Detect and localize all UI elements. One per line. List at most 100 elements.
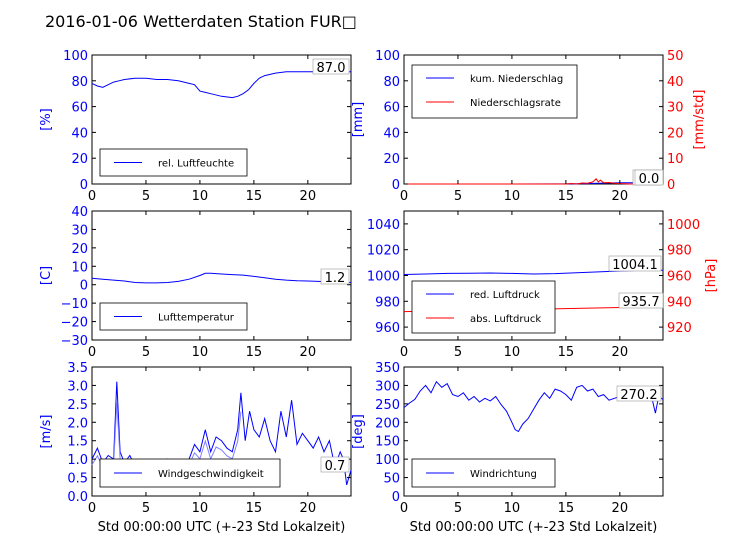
legend: Windgeschwindigkeit bbox=[99, 458, 281, 488]
y-axis-label-right: [hPa] bbox=[704, 259, 719, 293]
y-tick-label-right: 30 bbox=[667, 101, 684, 116]
y-tick-label: 960 bbox=[375, 321, 400, 336]
y-tick-label: 0 bbox=[80, 178, 88, 193]
x-tick-label: 15 bbox=[558, 189, 575, 204]
y-tick-label: 250 bbox=[375, 398, 400, 413]
x-tick-label: 10 bbox=[504, 345, 521, 360]
legend-entry: Lufttemperatur bbox=[158, 313, 235, 324]
y-tick-label: 3.0 bbox=[67, 379, 88, 394]
y-tick-label: 0 bbox=[80, 279, 88, 294]
y-tick-label: 3.5 bbox=[67, 361, 88, 376]
panel-pressure: 0 5 10 15 20 960 980 1000 1020 1040 920 940 960 980 10… bbox=[367, 210, 719, 360]
x-tick-label: 15 bbox=[246, 189, 263, 204]
x-tick-label: 10 bbox=[504, 189, 521, 204]
y-tick-label: 1040 bbox=[367, 218, 400, 233]
x-tick-label: 0 bbox=[88, 345, 96, 360]
annotation-box bbox=[320, 268, 350, 285]
y-axis-label-right: [mm/std] bbox=[692, 90, 707, 150]
panel-winddirection: 0 5 10 15 20050100150200250300350[deg]Windri… bbox=[351, 361, 664, 535]
x-tick-label: 20 bbox=[612, 501, 629, 516]
y-tick-label: 150 bbox=[375, 435, 400, 450]
annotation-value: 0.7 bbox=[325, 459, 346, 474]
y-tick-label: 40 bbox=[383, 126, 400, 141]
annotation-box bbox=[618, 292, 664, 309]
x-tick-label: 20 bbox=[300, 189, 317, 204]
series-line-1 bbox=[91, 381, 352, 486]
annotation-right: 935.7 bbox=[618, 292, 664, 310]
y-tick-label: 980 bbox=[375, 295, 400, 310]
x-tick-label: 15 bbox=[246, 345, 263, 360]
annotation-box bbox=[312, 58, 350, 75]
series-line-1 bbox=[403, 380, 664, 433]
annotation-box bbox=[634, 169, 664, 186]
panel-temperature: 0 5 10 15 20 −30 −20 −10 0 10 20 30 40 [C] Lufttempera… bbox=[39, 205, 352, 360]
y-tick-label: 2.5 bbox=[67, 398, 88, 413]
y-tick-label: 1.0 bbox=[67, 453, 88, 468]
annotation-box bbox=[320, 456, 350, 473]
legend: red. Luftdruck abs. Luftdruck bbox=[411, 280, 556, 334]
x-tick-label: 5 bbox=[142, 345, 150, 360]
x-tick-label: 10 bbox=[504, 501, 521, 516]
y-tick-label: 20 bbox=[71, 242, 88, 257]
y-tick-label: 0.0 bbox=[67, 490, 88, 505]
panel-humidity: 0 5 10 15 20 0 20 40 60 80 100 [%] rel. Luftfeuchte 8… bbox=[39, 49, 352, 204]
legend: kum. Niederschlag Niederschlagsrate bbox=[411, 64, 578, 119]
y-axis-label: [%] bbox=[39, 108, 54, 131]
annotation: 1.2 bbox=[320, 268, 350, 286]
y-tick-label: 350 bbox=[375, 361, 400, 376]
x-tick-label: 5 bbox=[142, 501, 150, 516]
y-tick-label: 60 bbox=[71, 101, 88, 116]
panel-precipitation: 0 5 10 15 20 0 20 40 60 80 100 0 10 20 30 40 50 [mm] [mm/s… bbox=[351, 49, 707, 204]
x-tick-label: 20 bbox=[612, 189, 629, 204]
x-axis-label: Std 00:00:00 UTC (+-23 Std Lokalzeit) bbox=[98, 520, 346, 535]
y-tick-label: 40 bbox=[71, 126, 88, 141]
series-line-1 bbox=[91, 272, 352, 284]
annotation: 87.0 bbox=[312, 58, 350, 76]
legend-box bbox=[411, 280, 556, 334]
plot-frame bbox=[403, 366, 664, 497]
x-tick-label: 15 bbox=[246, 501, 263, 516]
x-tick-label: 0 bbox=[400, 501, 408, 516]
legend: rel. Luftfeuchte bbox=[99, 148, 248, 177]
plot-frame bbox=[91, 54, 352, 185]
y-axis-label: [mm] bbox=[351, 102, 366, 137]
panel-windspeed: 0 5 10 15 20 0.0 0.5 1.0 1.5 2.0 2.5 3.0 3.5 [m/s] Win… bbox=[39, 361, 352, 535]
plot-frame bbox=[91, 366, 352, 497]
x-tick-label: 20 bbox=[300, 345, 317, 360]
y-tick-label: 1000 bbox=[367, 270, 400, 285]
figure-title: 2016-01-06 Wetterdaten Station FUR□ bbox=[45, 12, 357, 31]
annotation-right: 0.0 bbox=[634, 169, 664, 187]
annotation: 270.2 bbox=[616, 385, 662, 403]
y-tick-label: 20 bbox=[383, 152, 400, 167]
y-tick-label: 1.5 bbox=[67, 435, 88, 450]
y-tick-label: 20 bbox=[71, 152, 88, 167]
legend-entry: red. Luftdruck bbox=[470, 290, 540, 301]
y-tick-label: −10 bbox=[61, 297, 88, 312]
legend-box bbox=[411, 64, 578, 119]
annotation-value: 1.2 bbox=[325, 271, 346, 286]
legend-entry: kum. Niederschlag bbox=[470, 74, 563, 85]
y-tick-label: 100 bbox=[375, 453, 400, 468]
x-tick-label: 10 bbox=[192, 345, 209, 360]
annotation: 0.7 bbox=[320, 456, 350, 474]
x-tick-label: 0 bbox=[88, 189, 96, 204]
y-tick-label: 0.5 bbox=[67, 472, 88, 487]
y-tick-label: −30 bbox=[61, 334, 88, 349]
legend-entry: Niederschlagsrate bbox=[470, 98, 561, 109]
x-tick-label: 15 bbox=[558, 345, 575, 360]
plot-frame bbox=[91, 210, 352, 341]
annotation-value: 0.0 bbox=[639, 172, 660, 187]
y-tick-label: 30 bbox=[71, 223, 88, 238]
x-tick-label: 0 bbox=[400, 189, 408, 204]
y-tick-label: 300 bbox=[375, 379, 400, 394]
y-tick-label: 40 bbox=[71, 205, 88, 220]
series-line-1 bbox=[91, 71, 351, 99]
y-tick-label-right: 0 bbox=[667, 178, 675, 193]
annotation-value: 270.2 bbox=[620, 388, 657, 403]
annotation-value: 87.0 bbox=[317, 61, 346, 76]
x-axis-label: Std 00:00:00 UTC (+-23 Std Lokalzeit) bbox=[410, 520, 658, 535]
y-tick-label-right: 960 bbox=[667, 270, 692, 285]
y-tick-label-right: 1000 bbox=[667, 218, 700, 233]
y-tick-label-right: 50 bbox=[667, 49, 684, 64]
y-tick-label-right: 40 bbox=[667, 75, 684, 90]
